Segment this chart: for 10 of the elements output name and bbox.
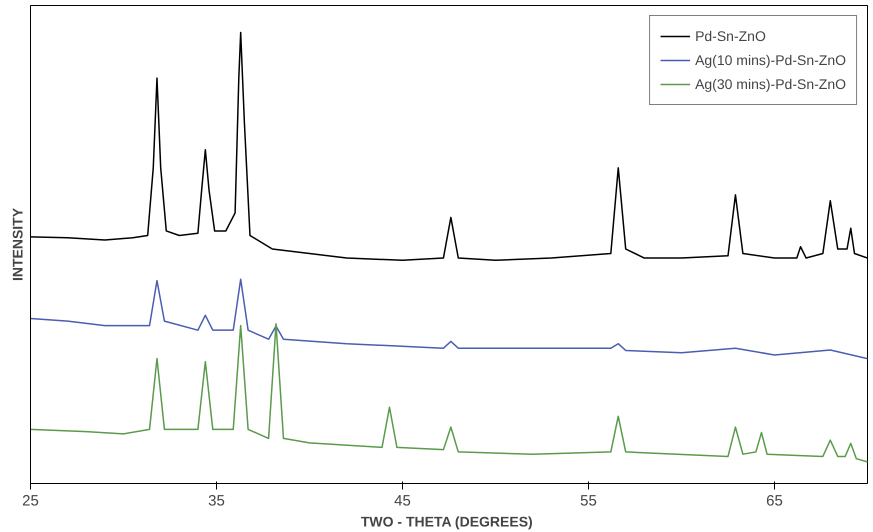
legend-label: Ag(10 mins)-Pd-Sn-ZnO bbox=[695, 52, 846, 68]
legend-label: Ag(30 mins)-Pd-Sn-ZnO bbox=[695, 76, 846, 92]
x-tick-label: 55 bbox=[580, 492, 597, 510]
legend-label: Pd-Sn-ZnO bbox=[695, 28, 766, 44]
x-tick-label: 65 bbox=[766, 492, 783, 510]
x-tick-label: 35 bbox=[208, 492, 225, 510]
x-axis-title: TWO - THETA (DEGREES) bbox=[360, 514, 533, 530]
y-axis-title: INTENSITY bbox=[10, 207, 26, 282]
x-tick-label: 25 bbox=[22, 492, 39, 510]
x-tick-label: 45 bbox=[394, 492, 411, 510]
